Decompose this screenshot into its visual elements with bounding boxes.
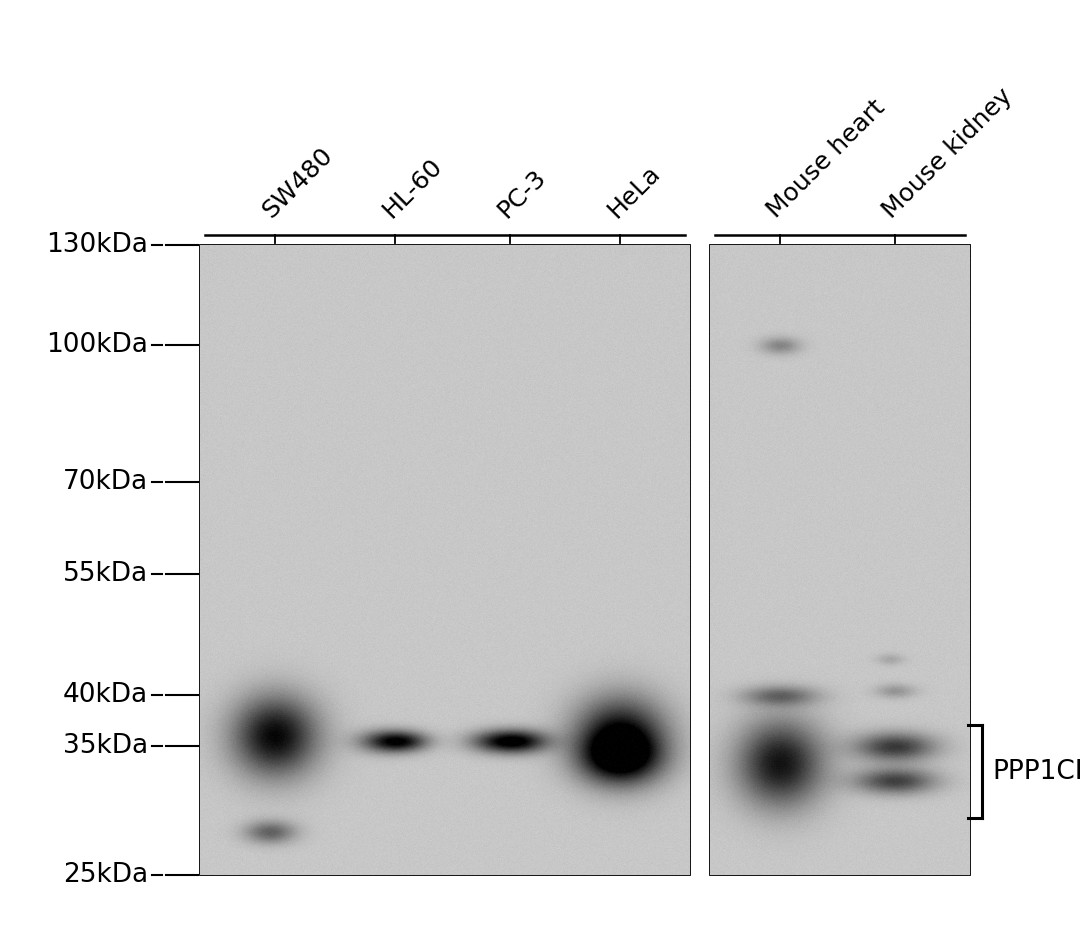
Text: 40kDa: 40kDa (63, 683, 148, 709)
Bar (200, 245, 690, 875)
Text: Mouse kidney: Mouse kidney (878, 84, 1017, 223)
Text: HeLa: HeLa (603, 161, 665, 223)
Text: SW480: SW480 (258, 143, 338, 223)
Text: PC-3: PC-3 (494, 165, 551, 223)
Text: 25kDa: 25kDa (63, 862, 148, 888)
Text: Mouse heart: Mouse heart (764, 95, 890, 223)
Text: 70kDa: 70kDa (63, 468, 148, 495)
Bar (710, 245, 970, 875)
Text: HL-60: HL-60 (378, 154, 447, 223)
Text: 100kDa: 100kDa (46, 332, 148, 358)
Text: PPP1CB: PPP1CB (993, 758, 1080, 784)
Text: 55kDa: 55kDa (63, 561, 148, 586)
Text: 35kDa: 35kDa (63, 733, 148, 759)
Text: 130kDa: 130kDa (46, 232, 148, 258)
